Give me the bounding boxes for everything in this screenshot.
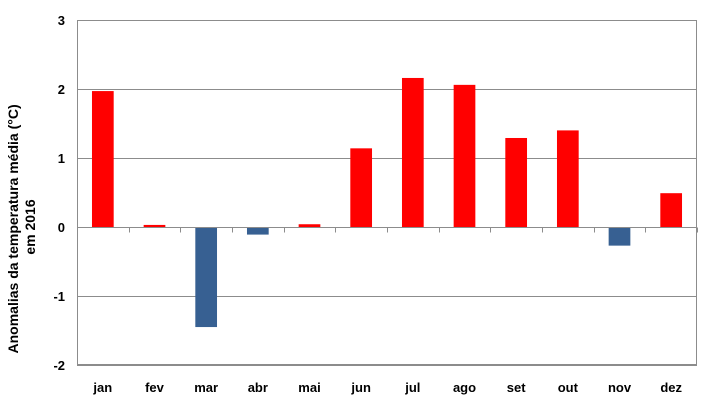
x-tick-label-abr: abr: [248, 380, 268, 395]
y-tick-label--1: -1: [53, 289, 65, 304]
bar-mar: [195, 227, 218, 328]
plot-frame: [77, 20, 697, 365]
bar-jul: [401, 77, 424, 228]
bar-ago: [453, 84, 476, 227]
bar-abr: [246, 227, 269, 235]
y-axis-title-line-2: em 2016: [22, 199, 38, 254]
x-tick-label-dez: dez: [660, 380, 682, 395]
y-tick-label-1: 1: [58, 151, 65, 166]
bar-nov: [608, 227, 631, 246]
bar-dez: [660, 193, 683, 227]
x-tick-labels: jan fev mar abr mai jun jul ago set out nov dez: [92, 380, 682, 395]
x-tick-label-jul: jul: [404, 380, 420, 395]
bar-fev: [143, 224, 166, 227]
x-tick-label-ago: ago: [453, 380, 476, 395]
x-tick-label-set: set: [507, 380, 526, 395]
y-tick-label-3: 3: [58, 13, 65, 28]
x-tick-label-mai: mai: [298, 380, 320, 395]
x-tick-label-jun: jun: [350, 380, 371, 395]
y-tick-labels: -2 -1 0 1 2 3: [53, 13, 65, 373]
y-axis-title-line-1: Anomalias da temperatura média (°C): [5, 104, 21, 353]
x-tick-label-mar: mar: [194, 380, 218, 395]
x-tick-label-nov: nov: [608, 380, 632, 395]
axes: [77, 20, 698, 365]
bar-mai: [298, 224, 321, 227]
bars: [91, 77, 683, 328]
y-tick-label-2: 2: [58, 82, 65, 97]
y-tick-label-0: 0: [58, 220, 65, 235]
bar-jun: [350, 148, 373, 227]
x-tick-label-jan: jan: [92, 380, 112, 395]
gridlines: [77, 20, 697, 366]
y-axis-title: Anomalias da temperatura média (°C) em 2…: [5, 101, 38, 354]
bar-set: [505, 137, 528, 227]
bar-out: [556, 130, 579, 227]
x-tick-label-out: out: [558, 380, 579, 395]
x-tick-label-fev: fev: [145, 380, 165, 395]
bar-jan: [91, 91, 114, 227]
y-tick-label--2: -2: [53, 358, 65, 373]
